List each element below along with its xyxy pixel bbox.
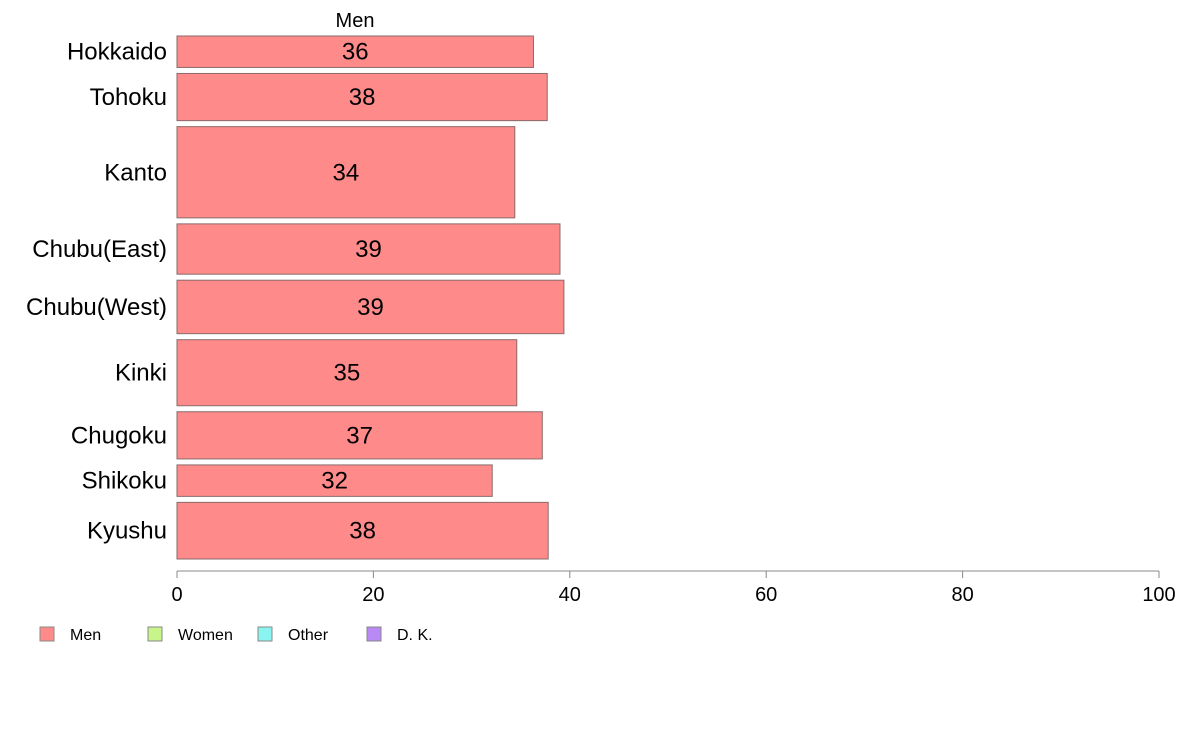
- legend-label: Women: [178, 627, 233, 644]
- legend-swatch: [39, 626, 55, 642]
- bar-value-label: 39: [355, 236, 382, 263]
- legend: Men Women Other D. K.: [39, 626, 433, 644]
- bar-tohoku: [176, 72, 548, 122]
- category-label: Tohoku: [90, 84, 167, 111]
- category-label: Chubu(East): [32, 236, 167, 263]
- bar-value-label: 32: [321, 468, 348, 495]
- bar-chubu-west: [176, 279, 565, 335]
- legend-swatch: [147, 626, 163, 642]
- series-header: Men: [336, 10, 375, 32]
- bar-value-label: 38: [349, 518, 376, 545]
- bar-value-label: 34: [333, 159, 360, 186]
- category-label: Kyushu: [87, 518, 167, 545]
- x-tick-label: 60: [755, 584, 777, 606]
- bar-kyushu: [176, 501, 549, 560]
- category-label: Kanto: [104, 159, 167, 186]
- category-label: Chugoku: [71, 422, 167, 449]
- legend-swatch: [366, 626, 382, 642]
- bar-kinki: [176, 339, 518, 407]
- legend-label: Men: [70, 627, 101, 644]
- bars-layer: 36 Hokkaido 38 Tohoku 34 Kanto 39 Chubu(East) 39…: [26, 35, 565, 560]
- x-tick-label: 80: [951, 584, 973, 606]
- bar-kanto: [176, 126, 516, 219]
- legend-label: Other: [288, 627, 329, 644]
- bar-chugoku: [176, 411, 543, 460]
- legend-swatch: [257, 626, 273, 642]
- bar-shikoku: [176, 464, 493, 497]
- category-label: Shikoku: [82, 468, 167, 495]
- category-label: Kinki: [115, 360, 167, 387]
- legend-label: D. K.: [397, 627, 433, 644]
- category-label: Hokkaido: [67, 39, 167, 66]
- x-axis: 0 20 40 60 80 100: [171, 570, 1176, 606]
- category-label: Chubu(West): [26, 294, 167, 321]
- bar-value-label: 35: [334, 360, 361, 387]
- bar-value-label: 37: [346, 422, 373, 449]
- bar-value-label: 36: [342, 39, 369, 66]
- x-tick-label: 40: [559, 584, 581, 606]
- bar-hokkaido: [176, 35, 534, 68]
- bar-value-label: 38: [349, 84, 376, 111]
- x-tick-label: 0: [171, 584, 182, 606]
- x-tick-label: 20: [362, 584, 384, 606]
- bar-value-label: 39: [357, 294, 384, 321]
- bar-chubu-east: [176, 223, 561, 275]
- x-tick-label: 100: [1142, 584, 1175, 606]
